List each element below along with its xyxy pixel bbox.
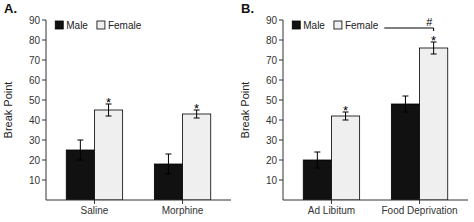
y-tick-label: 80 bbox=[266, 35, 278, 46]
error-stem bbox=[80, 140, 81, 160]
panel: 10 20 30 40 50 60 70 80 90 Ad Libitum Food Depriva… bbox=[239, 1, 468, 216]
y-tick-label: 50 bbox=[29, 95, 41, 106]
y-axis-label: Break Point bbox=[2, 82, 14, 139]
y-tick-label: 10 bbox=[266, 175, 278, 186]
legend-label: Male bbox=[303, 20, 325, 31]
y-tick bbox=[279, 20, 283, 21]
legend-label: Male bbox=[66, 20, 88, 31]
panel-label: A. bbox=[4, 1, 17, 16]
error-bar bbox=[165, 154, 171, 174]
significance-star: * bbox=[343, 103, 348, 118]
error-cap bbox=[77, 140, 83, 141]
legend-label: Female bbox=[345, 20, 379, 31]
y-tick-label: 60 bbox=[29, 75, 41, 86]
y-tick-label: 20 bbox=[266, 155, 278, 166]
error-stem bbox=[168, 154, 169, 174]
y-tick bbox=[42, 80, 46, 81]
legend: Male Female bbox=[292, 20, 378, 31]
error-cap bbox=[402, 96, 408, 97]
y-tick-label: 70 bbox=[29, 55, 41, 66]
y-tick bbox=[42, 20, 46, 21]
y-tick bbox=[279, 120, 283, 121]
y-tick bbox=[42, 180, 46, 181]
y-tick bbox=[42, 120, 46, 121]
y-tick-label: 20 bbox=[29, 155, 41, 166]
y-tick bbox=[42, 100, 46, 101]
y-tick bbox=[42, 160, 46, 161]
y-tick bbox=[279, 180, 283, 181]
x-tick-label: Saline bbox=[81, 205, 109, 216]
y-tick bbox=[279, 160, 283, 161]
legend-swatch bbox=[97, 21, 105, 29]
bar bbox=[420, 48, 448, 200]
x-tick bbox=[182, 200, 183, 204]
error-cap bbox=[77, 160, 83, 161]
y-tick bbox=[42, 40, 46, 41]
bars bbox=[66, 104, 210, 200]
legend-label: Female bbox=[108, 20, 142, 31]
y-tick bbox=[42, 140, 46, 141]
y-tick-label: 90 bbox=[266, 15, 278, 26]
y-tick bbox=[279, 140, 283, 141]
y-axis bbox=[283, 20, 284, 200]
error-cap bbox=[165, 154, 171, 155]
y-tick bbox=[42, 60, 46, 61]
y-axis bbox=[46, 20, 47, 200]
x-tick bbox=[94, 200, 95, 204]
legend-swatch bbox=[292, 21, 300, 29]
error-cap bbox=[314, 152, 320, 153]
x-tick-label: Morphine bbox=[162, 205, 204, 216]
error-cap bbox=[343, 120, 349, 121]
y-tick-label: 60 bbox=[266, 75, 278, 86]
x-tick bbox=[331, 200, 332, 204]
legend-swatch bbox=[55, 21, 63, 29]
error-bar bbox=[402, 96, 408, 112]
significance-star: * bbox=[431, 33, 436, 48]
x-axis bbox=[283, 200, 468, 201]
y-tick bbox=[279, 60, 283, 61]
error-cap bbox=[431, 54, 437, 55]
error-stem bbox=[317, 152, 318, 168]
significance-star: * bbox=[106, 95, 111, 110]
x-axis bbox=[46, 200, 231, 201]
bar bbox=[331, 116, 359, 200]
error-cap bbox=[106, 116, 112, 117]
x-tick-label: Food Deprivation bbox=[381, 205, 457, 216]
legend: Male Female bbox=[55, 20, 141, 31]
y-tick-label: 30 bbox=[266, 135, 278, 146]
bracket bbox=[384, 28, 433, 31]
y-tick-label: 70 bbox=[266, 55, 278, 66]
y-tick-label: 40 bbox=[29, 115, 41, 126]
bar bbox=[94, 110, 122, 200]
y-tick-label: 30 bbox=[29, 135, 41, 146]
bracket-label: # bbox=[426, 16, 433, 28]
error-bar bbox=[314, 152, 320, 168]
error-cap bbox=[165, 174, 171, 175]
y-tick bbox=[279, 40, 283, 41]
y-tick bbox=[279, 100, 283, 101]
error-stem bbox=[405, 96, 406, 112]
error-cap bbox=[314, 168, 320, 169]
y-axis-label: Break Point bbox=[239, 82, 251, 139]
significance-star: * bbox=[194, 101, 199, 116]
bar bbox=[391, 104, 419, 200]
panel: 10 20 30 40 50 60 70 80 90 Saline Morphine Break Po… bbox=[2, 1, 231, 216]
error-cap bbox=[402, 112, 408, 113]
y-tick-label: 50 bbox=[266, 95, 278, 106]
y-tick-label: 80 bbox=[29, 35, 41, 46]
panel-label: B. bbox=[241, 1, 254, 16]
error-bar bbox=[77, 140, 83, 160]
x-tick bbox=[419, 200, 420, 204]
bars bbox=[303, 42, 447, 200]
y-tick-label: 10 bbox=[29, 175, 41, 186]
bar bbox=[183, 114, 211, 200]
y-tick-label: 40 bbox=[266, 115, 278, 126]
x-tick-label: Ad Libitum bbox=[308, 205, 355, 216]
y-tick bbox=[279, 80, 283, 81]
y-tick-label: 90 bbox=[29, 15, 41, 26]
legend-swatch bbox=[334, 21, 342, 29]
bracket-tick bbox=[433, 28, 434, 31]
error-cap bbox=[194, 118, 200, 119]
chart: 10 20 30 40 50 60 70 80 90 Saline Morphine Break Po… bbox=[0, 0, 474, 222]
